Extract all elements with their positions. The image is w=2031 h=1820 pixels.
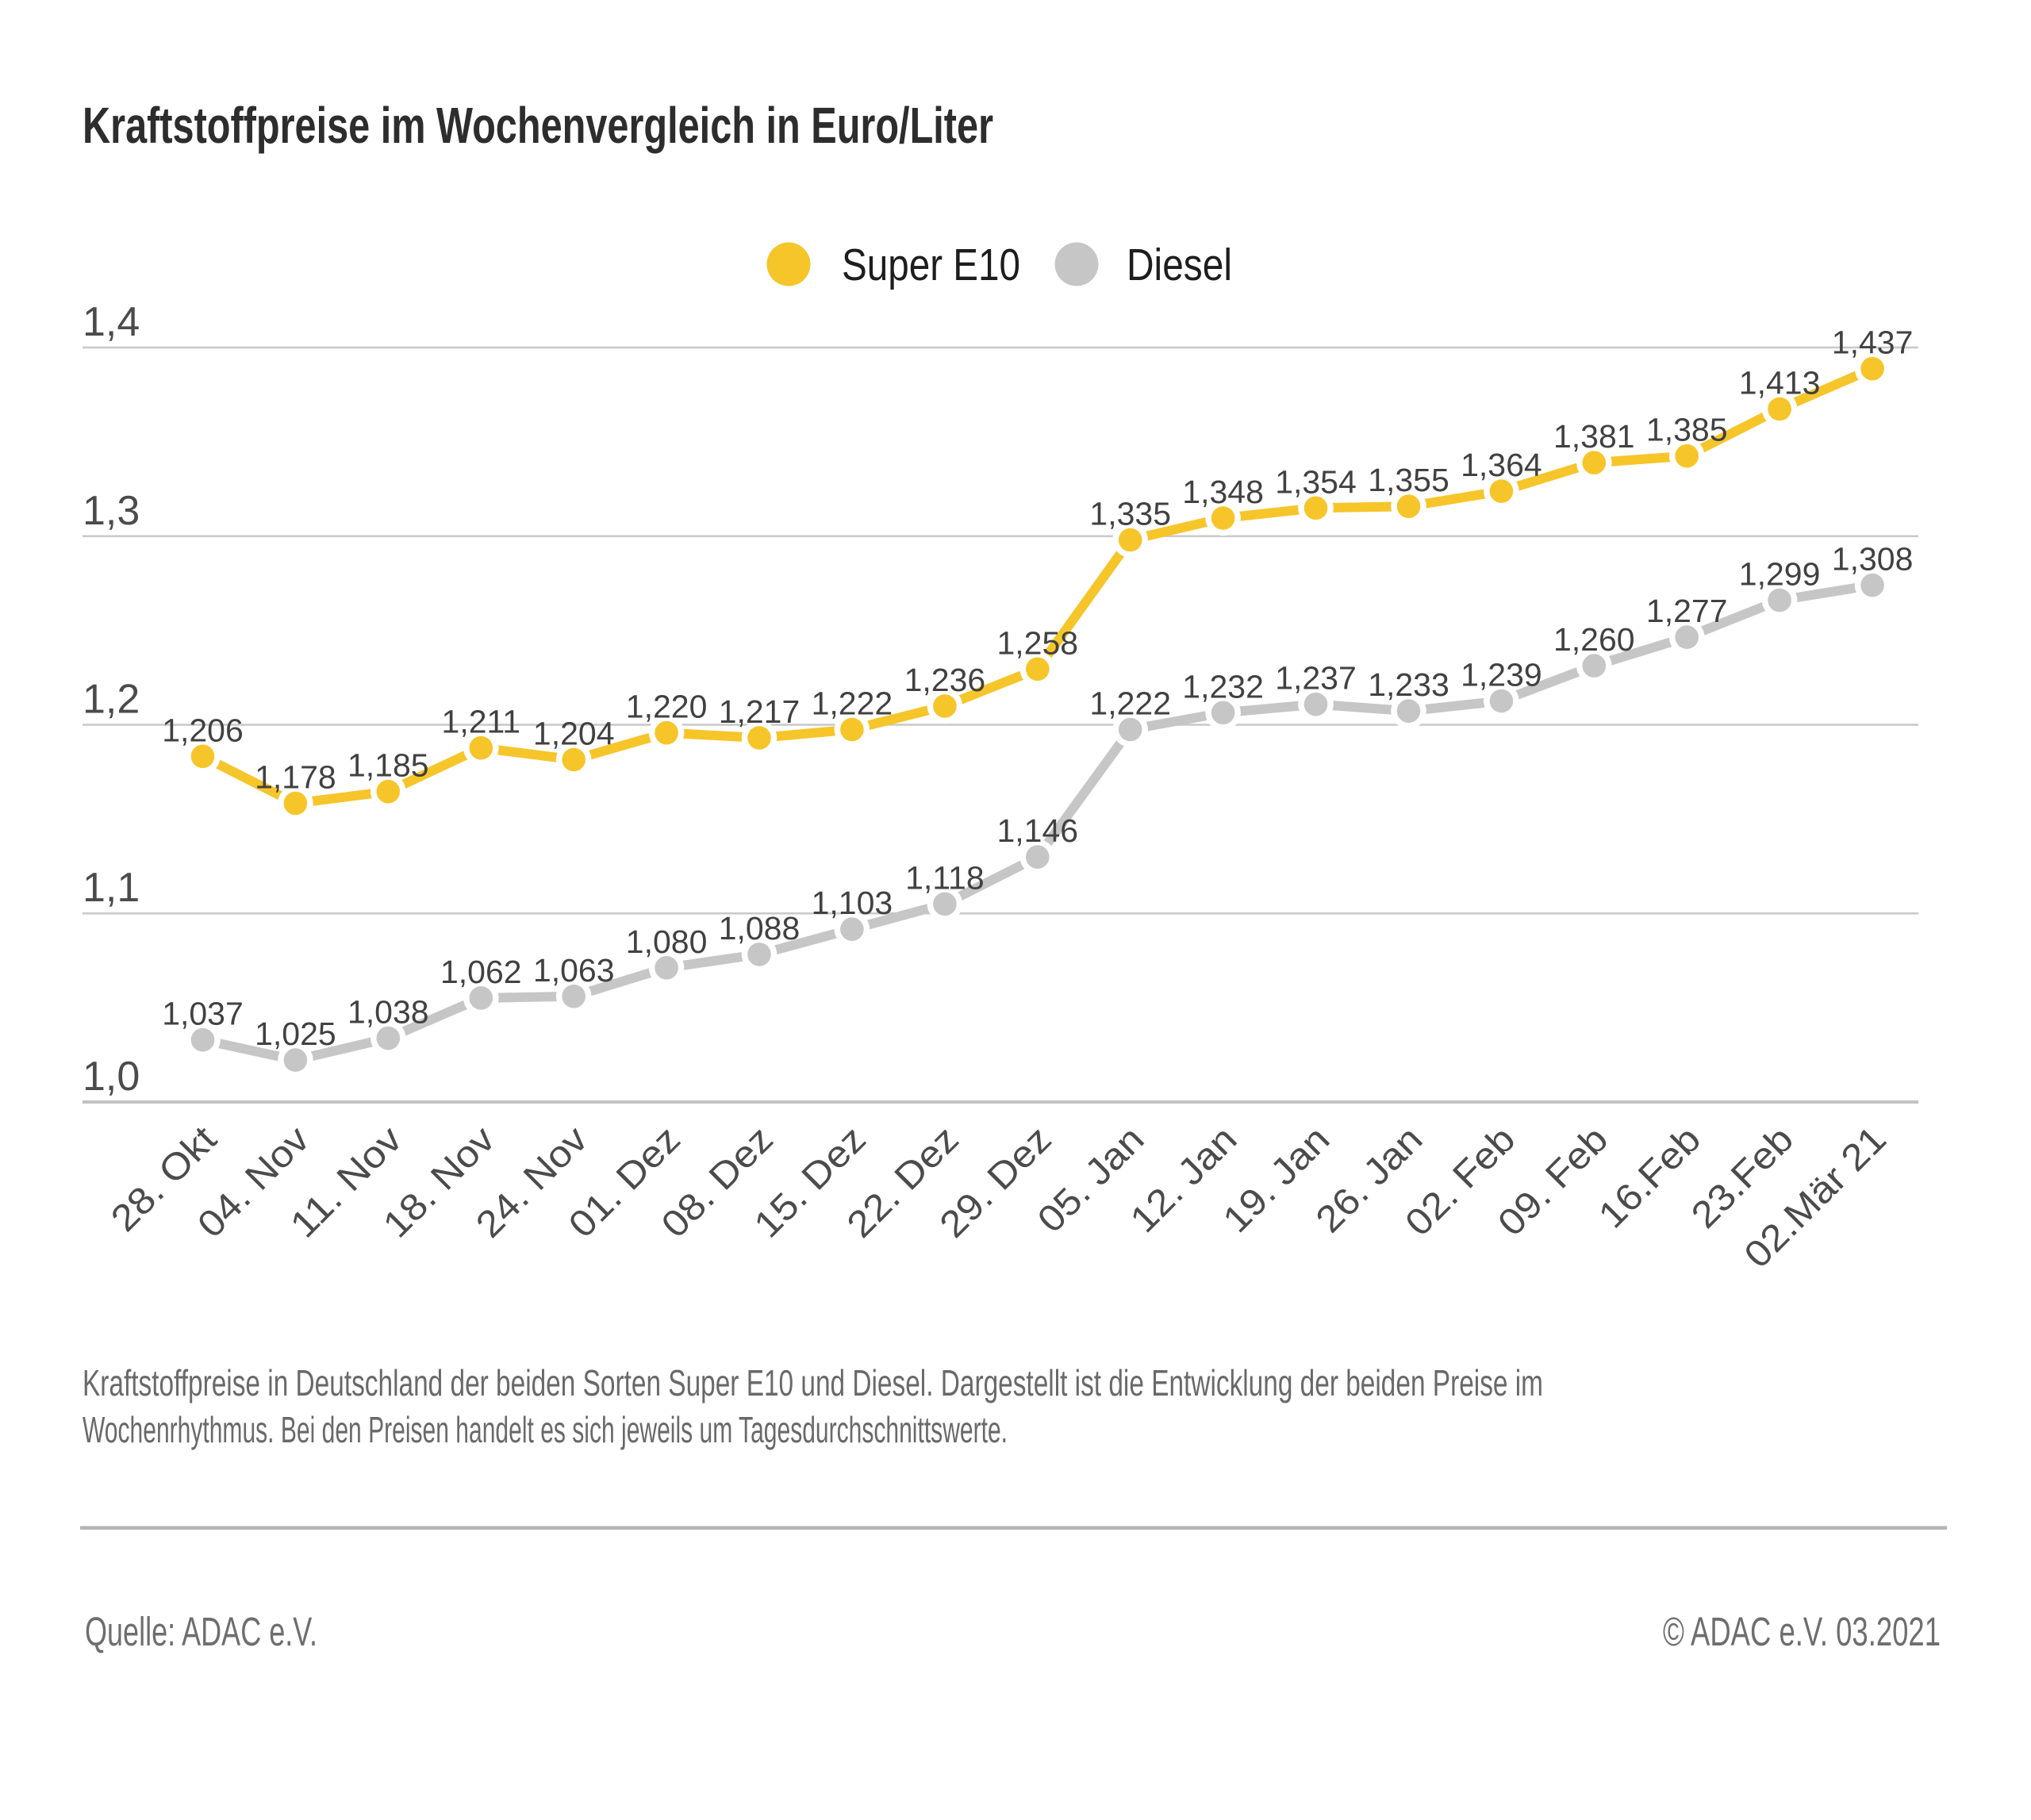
svg-text:1,037: 1,037 — [162, 996, 244, 1032]
svg-text:1,413: 1,413 — [1739, 365, 1821, 401]
svg-text:1,355: 1,355 — [1368, 462, 1449, 498]
svg-text:Quelle: ADAC e.V.: Quelle: ADAC e.V. — [85, 1609, 317, 1654]
svg-text:1,335: 1,335 — [1089, 496, 1171, 532]
svg-text:1,088: 1,088 — [719, 910, 800, 946]
svg-text:1,299: 1,299 — [1739, 556, 1821, 593]
svg-text:1,437: 1,437 — [1832, 324, 1914, 361]
svg-text:1,146: 1,146 — [996, 812, 1078, 849]
svg-text:1,233: 1,233 — [1368, 666, 1449, 703]
svg-text:Super E10: Super E10 — [842, 240, 1020, 290]
svg-text:1,080: 1,080 — [626, 923, 708, 960]
svg-text:1,062: 1,062 — [440, 954, 522, 990]
svg-text:1,232: 1,232 — [1182, 668, 1264, 705]
svg-text:1,038: 1,038 — [347, 994, 429, 1031]
svg-text:1,025: 1,025 — [255, 1016, 336, 1052]
svg-text:1,0: 1,0 — [83, 1054, 140, 1100]
svg-text:Kraftstoffpreise in Deutschlan: Kraftstoffpreise in Deutschland der beid… — [83, 1362, 1543, 1403]
svg-text:1,260: 1,260 — [1553, 621, 1635, 658]
svg-text:Wochenrhythmus. Bei den Preise: Wochenrhythmus. Bei den Preisen handelt … — [83, 1409, 1008, 1450]
svg-text:1,2: 1,2 — [83, 677, 140, 723]
svg-text:1,222: 1,222 — [1089, 685, 1171, 722]
svg-text:1,204: 1,204 — [533, 716, 615, 752]
svg-text:1,3: 1,3 — [83, 488, 140, 534]
svg-text:1,308: 1,308 — [1832, 541, 1914, 578]
svg-text:1,277: 1,277 — [1646, 593, 1728, 629]
svg-text:1,211: 1,211 — [442, 704, 521, 740]
svg-text:1,220: 1,220 — [626, 689, 708, 725]
svg-text:1,237: 1,237 — [1275, 660, 1357, 697]
svg-text:1,348: 1,348 — [1182, 474, 1264, 510]
svg-text:1,185: 1,185 — [347, 747, 429, 784]
svg-text:1,364: 1,364 — [1461, 447, 1542, 483]
svg-text:1,178: 1,178 — [255, 759, 336, 796]
svg-text:1,118: 1,118 — [905, 859, 985, 896]
svg-text:1,239: 1,239 — [1461, 657, 1542, 693]
svg-text:© ADAC e.V. 03.2021: © ADAC e.V. 03.2021 — [1663, 1609, 1941, 1654]
svg-text:1,063: 1,063 — [533, 952, 615, 989]
svg-text:1,4: 1,4 — [83, 299, 140, 345]
svg-text:1,1: 1,1 — [83, 865, 140, 911]
svg-text:1,385: 1,385 — [1646, 412, 1728, 448]
svg-text:1,236: 1,236 — [904, 662, 986, 698]
svg-text:1,206: 1,206 — [162, 712, 244, 748]
svg-text:Kraftstoffpreise im Wochenverg: Kraftstoffpreise im Wochenvergleich in E… — [83, 97, 993, 154]
svg-text:1,103: 1,103 — [812, 885, 893, 921]
svg-text:1,217: 1,217 — [719, 693, 800, 730]
svg-text:1,258: 1,258 — [996, 624, 1078, 661]
svg-text:Diesel: Diesel — [1127, 240, 1232, 290]
svg-text:1,354: 1,354 — [1275, 463, 1357, 500]
svg-text:1,381: 1,381 — [1553, 418, 1635, 455]
svg-text:1,222: 1,222 — [812, 685, 893, 722]
